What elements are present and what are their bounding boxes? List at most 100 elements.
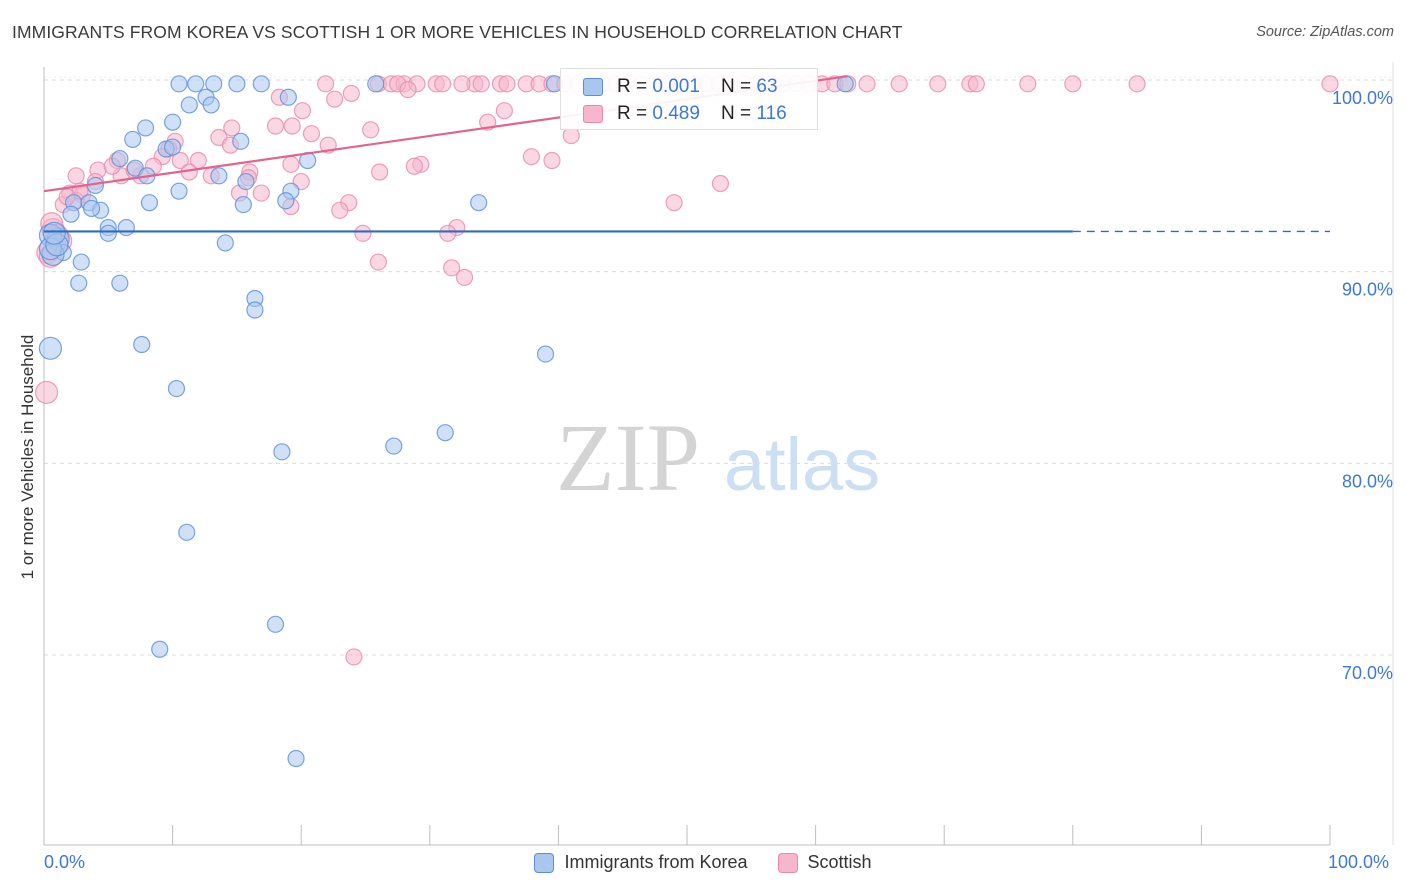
stats-swatch-korea — [583, 78, 603, 96]
korea-point — [180, 96, 198, 114]
korea-point — [170, 75, 188, 93]
scottish-point — [326, 90, 344, 108]
korea-point — [170, 182, 188, 200]
korea-point — [216, 234, 234, 252]
korea-point — [210, 167, 228, 185]
scottish-point — [266, 117, 285, 135]
legend-item-scottish[interactable]: Scottish — [777, 852, 872, 873]
korea-point — [228, 75, 246, 93]
scottish-point — [223, 119, 241, 137]
scottish-point — [302, 125, 321, 143]
scottish-point — [317, 75, 335, 93]
korea-n-value: 63 — [756, 76, 778, 97]
korea-point — [237, 172, 255, 191]
scottish-point — [522, 148, 540, 166]
scottish-point — [399, 80, 417, 99]
korea-point — [187, 75, 205, 93]
stats-box: R = 0.001 N = 63 R = 0.489 N = 116 — [560, 68, 818, 130]
watermark: ZIP atlas — [556, 404, 880, 511]
korea-point — [279, 88, 297, 106]
korea-point — [164, 113, 182, 131]
y-tick-label: 80.0% — [1342, 471, 1393, 491]
korea-point — [164, 138, 182, 156]
korea-point — [117, 218, 135, 237]
scottish-point — [369, 253, 387, 271]
korea-point — [111, 149, 129, 168]
korea-point — [111, 274, 129, 292]
korea-point — [470, 194, 488, 212]
stats-row-scottish: R = 0.489 N = 116 — [583, 101, 787, 127]
scottish-point — [443, 259, 461, 277]
korea-point — [436, 424, 454, 442]
korea-point — [124, 130, 142, 149]
korea-point — [167, 379, 186, 398]
x-tick-label-max: 100.0% — [1328, 852, 1390, 872]
stats-row-korea: R = 0.001 N = 63 — [583, 74, 778, 100]
scottish-n-label: N = — [721, 103, 757, 124]
legend-label-scottish: Scottish — [807, 852, 872, 872]
scottish-point — [439, 224, 457, 242]
scottish-point — [354, 224, 372, 242]
scottish-point — [362, 121, 380, 139]
korea-point — [252, 75, 270, 93]
legend-label-korea: Immigrants from Korea — [564, 852, 748, 872]
scottish-point — [665, 194, 683, 212]
korea-point — [232, 132, 250, 150]
scottish-point — [283, 117, 301, 135]
scottish-point — [929, 75, 947, 93]
korea-point — [151, 640, 169, 658]
korea-point — [287, 749, 305, 768]
scottish-point — [543, 151, 561, 170]
korea-point — [133, 335, 151, 354]
scottish-point — [171, 151, 189, 170]
y-tick-label: 70.0% — [1342, 663, 1393, 683]
stats-swatch-scottish — [583, 105, 603, 123]
legend-item-korea[interactable]: Immigrants from Korea — [534, 852, 748, 873]
scottish-point — [252, 184, 270, 202]
scottish-n-value: 116 — [756, 103, 787, 124]
axis-layer — [43, 67, 1331, 846]
scottish-point — [331, 201, 349, 219]
scottish-point — [455, 268, 474, 287]
korea-point — [82, 199, 101, 218]
scottish-point — [293, 102, 312, 120]
chart-title: IMMIGRANTS FROM KOREA VS SCOTTISH 1 OR M… — [12, 22, 903, 42]
scottish-point — [282, 155, 300, 173]
scottish-point — [711, 174, 730, 193]
korea-point — [62, 205, 80, 223]
scottish-point — [498, 75, 516, 93]
korea-n-label: N = — [721, 76, 757, 97]
scottish-point — [967, 75, 985, 93]
scottish-point — [1321, 75, 1339, 93]
scottish-r-value: 0.489 — [652, 103, 700, 124]
korea-r-value: 0.001 — [652, 76, 700, 97]
korea-point — [234, 195, 252, 214]
scottish-point — [1019, 75, 1037, 93]
korea-point — [42, 221, 66, 245]
korea-point — [266, 615, 285, 633]
korea-point — [178, 523, 196, 541]
scottish-point — [34, 380, 59, 405]
korea-point — [72, 253, 90, 271]
scottish-point — [67, 167, 85, 185]
scottish-point — [890, 75, 908, 93]
scottish-point — [345, 648, 363, 666]
x-tick-label-min: 0.0% — [44, 852, 86, 872]
scottish-point — [858, 75, 876, 93]
source-label: Source: ZipAtlas.com — [1256, 24, 1394, 40]
korea-point — [136, 119, 155, 137]
scottish-point — [453, 75, 471, 93]
scottish-point — [405, 157, 423, 175]
korea-point — [205, 75, 223, 93]
y-tick-label: 100.0% — [1332, 88, 1393, 108]
y-tick-labels: 70.0% 80.0% 90.0% 100.0% — [1332, 88, 1393, 683]
scottish-point — [1128, 75, 1146, 93]
scottish-point — [371, 163, 389, 181]
korea-r-label: R = — [617, 76, 653, 97]
korea-point — [536, 345, 555, 363]
scottish-point — [434, 75, 452, 93]
scottish-point — [1064, 75, 1082, 93]
korea-point — [99, 224, 117, 242]
korea-point — [70, 274, 88, 292]
